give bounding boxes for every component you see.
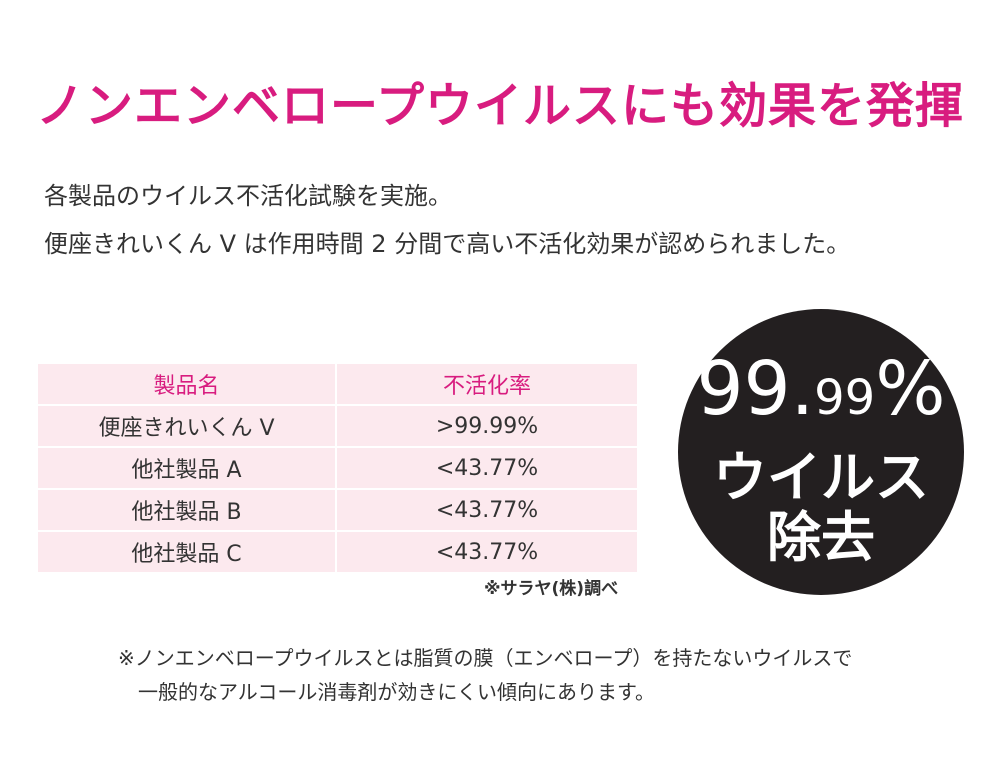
badge-pct-main: 99. bbox=[696, 346, 815, 432]
table-header-row: 製品名 不活化率 bbox=[38, 364, 637, 404]
inactivation-rate-cell: <43.77% bbox=[337, 448, 637, 488]
source-note: ※サラヤ(株)調べ bbox=[484, 579, 619, 599]
table-row: 他社製品 C <43.77% bbox=[38, 532, 637, 572]
inactivation-rate-cell: >99.99% bbox=[337, 406, 637, 446]
table-row: 他社製品 B <43.77% bbox=[38, 490, 637, 530]
badge-percentage: 99.99% bbox=[678, 349, 964, 449]
intro-line-1: 各製品のウイルス不活化試験を実施。 bbox=[44, 182, 452, 210]
footnote-line-2: 一般的なアルコール消毒剤が効きにくい傾向にあります。 bbox=[138, 680, 655, 704]
table-row: 他社製品 A <43.77% bbox=[38, 448, 637, 488]
intro-line-2: 便座きれいくん V は作用時間 2 分間で高い不活化効果が認められました。 bbox=[44, 230, 851, 258]
comparison-table: 製品名 不活化率 便座きれいくん V >99.99% 他社製品 A <43.77… bbox=[38, 364, 637, 574]
inactivation-rate-cell: <43.77% bbox=[337, 490, 637, 530]
badge-line-removal: 除去 bbox=[767, 506, 875, 569]
product-name-cell: 他社製品 A bbox=[38, 448, 335, 488]
table-row: 便座きれいくん V >99.99% bbox=[38, 406, 637, 446]
header-product-name: 製品名 bbox=[38, 364, 335, 404]
inactivation-rate-cell: <43.77% bbox=[337, 532, 637, 572]
badge-line-virus: ウイルス bbox=[713, 446, 929, 509]
footnote-line-1: ※ノンエンベロープウイルスとは脂質の膜（エンベロープ）を持たないウイルスで bbox=[118, 646, 853, 670]
product-name-cell: 他社製品 C bbox=[38, 532, 335, 572]
product-name-cell: 他社製品 B bbox=[38, 490, 335, 530]
badge-pct-sign: % bbox=[875, 346, 946, 432]
badge-pct-decimal: 99 bbox=[814, 370, 876, 426]
header-inactivation-rate: 不活化率 bbox=[337, 364, 637, 404]
product-name-cell: 便座きれいくん V bbox=[38, 406, 335, 446]
page-title: ノンエンベロープウイルスにも効果を発揮 bbox=[35, 78, 965, 134]
removal-rate-badge: 99.99% ウイルス 除去 bbox=[678, 309, 964, 595]
